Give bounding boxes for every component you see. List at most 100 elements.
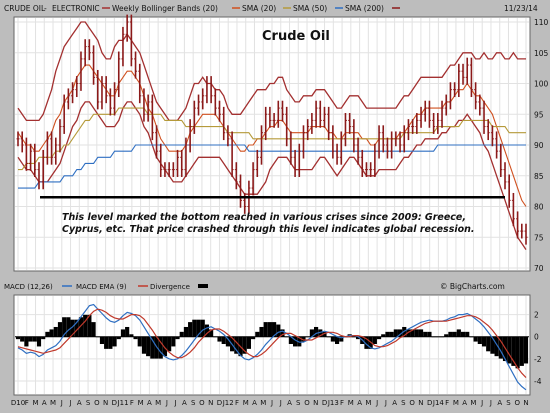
x-tick-label: O: [199, 399, 205, 407]
x-tick-label: M: [348, 399, 354, 407]
divergence-bar: [406, 329, 411, 337]
divergence-bar: [423, 331, 428, 337]
divergence-bar: [95, 336, 100, 338]
header-exchange: ELECTRONIC: [52, 4, 100, 13]
macd-ema-line: [17, 308, 527, 379]
divergence-bar: [57, 322, 63, 337]
divergence-bar: [381, 334, 386, 337]
divergence-bar: [78, 317, 84, 337]
x-tick-label: J: [60, 399, 63, 407]
divergence-bar: [276, 324, 281, 337]
divergence-bar: [62, 317, 67, 337]
divergence-bar: [125, 326, 130, 337]
divergence-bar: [477, 336, 482, 345]
x-tick-label: N: [103, 399, 108, 407]
divergence-bar: [263, 322, 268, 337]
legend-sma200-label: SMA (200): [345, 4, 384, 13]
divergence-bar: [146, 336, 151, 357]
header-symbol: CRUDE OIL: [4, 4, 46, 13]
macd-y-tick-label: 2: [534, 311, 539, 320]
x-tick-label: A: [497, 399, 502, 407]
divergence-bar: [351, 336, 356, 338]
x-tick-label: A: [77, 399, 82, 407]
divergence-bar: [83, 314, 88, 337]
x-tick-label: J: [174, 399, 177, 407]
divergence-bar: [45, 331, 50, 337]
x-tick-label: J: [489, 399, 492, 407]
x-tick-label: J13: [327, 399, 339, 407]
price-y-tick-label: 90: [534, 141, 544, 150]
macd-series: [17, 303, 527, 391]
x-tick-label: S: [86, 399, 91, 407]
divergence-bar: [364, 336, 369, 349]
divergence-bar: [162, 336, 168, 357]
macd-y-axis: -4 -2 0 2: [534, 311, 542, 386]
divergence-bar: [99, 336, 105, 345]
divergence-bar: [133, 336, 138, 340]
divergence-bar: [460, 331, 466, 337]
divergence-bar: [414, 329, 419, 337]
price-y-tick-label: 75: [534, 233, 544, 242]
divergence-bar: [511, 336, 516, 366]
divergence-bar: [32, 336, 37, 342]
x-tick-label: D: [112, 399, 117, 407]
x-tick-label: D: [217, 399, 222, 407]
divergence-bar: [246, 336, 251, 349]
divergence-bar: [150, 336, 155, 359]
macd-y-tick-label: -4: [534, 377, 542, 386]
price-y-tick-label: 80: [534, 203, 544, 212]
divergence-bar: [355, 336, 361, 340]
x-tick-label: D: [322, 399, 327, 407]
x-tick-label: F: [445, 399, 449, 407]
x-tick-label: J: [279, 399, 282, 407]
x-tick-label: S: [401, 399, 406, 407]
legend-sma50-label: SMA (50): [293, 4, 327, 13]
divergence-bar: [452, 331, 457, 337]
divergence-bar: [372, 336, 377, 345]
divergence-bar: [255, 331, 260, 337]
macd-legend-label: MACD (12,26): [4, 283, 53, 291]
x-tick-label: M: [32, 399, 38, 407]
x-tick-label: D: [427, 399, 432, 407]
x-tick-label: M: [155, 399, 161, 407]
divergence-bar: [66, 317, 71, 337]
divergence-bar: [309, 329, 314, 337]
divergence-bar: [318, 329, 323, 337]
x-tick-label: J: [375, 399, 378, 407]
divergence-bar: [481, 336, 487, 347]
x-tick-label: J14: [432, 399, 445, 407]
chart-title: Crude Oil: [262, 29, 330, 44]
divergence-bar: [74, 319, 79, 337]
divergence-bar: [120, 329, 126, 337]
macd-ema-label: MACD EMA (9): [76, 283, 127, 291]
x-tick-label: A: [42, 399, 47, 407]
bollinger-upper-line: [17, 21, 526, 122]
divergence-bar: [158, 336, 163, 359]
legend-sma20-label: SMA (20): [242, 4, 276, 13]
divergence-bar: [87, 314, 92, 337]
divergence-bar: [41, 336, 46, 340]
price-y-tick-label: 110: [534, 18, 549, 27]
divergence-bar: [494, 336, 499, 357]
divergence-bar: [330, 336, 335, 342]
x-tick-label: A: [252, 399, 257, 407]
divergence-bar: [234, 336, 239, 354]
divergence-bar: [385, 331, 390, 337]
divergence-bar: [217, 336, 222, 342]
price-bars: [16, 14, 528, 245]
divergence-bar: [280, 329, 285, 337]
x-tick-label: O: [514, 399, 520, 407]
divergence-bar: [339, 336, 344, 342]
divergence-bar: [209, 329, 214, 337]
divergence-bar: [200, 319, 205, 337]
divergence-bar: [24, 336, 29, 347]
price-y-tick-label: 100: [534, 80, 549, 89]
divergence-bar: [15, 336, 21, 340]
divergence-bar: [376, 336, 382, 340]
divergence-bar: [444, 334, 449, 337]
divergence-bar: [20, 336, 25, 342]
divergence-bar: [410, 329, 415, 337]
divergence-bar: [225, 336, 230, 347]
x-tick-label: J: [270, 399, 273, 407]
price-y-axis: 70 75 80 85 90 95 100 105 110: [534, 18, 549, 273]
